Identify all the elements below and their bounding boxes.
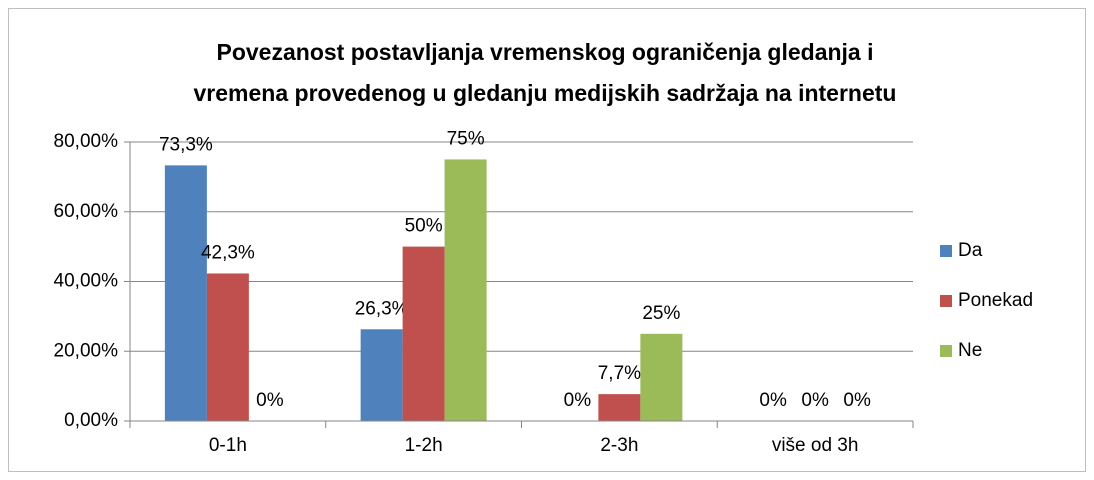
- legend-swatch: [940, 245, 952, 257]
- bar: [640, 333, 683, 421]
- data-label: 50%: [405, 216, 443, 237]
- chart-title: Povezanost postavljanja vremenskog ogran…: [217, 39, 874, 65]
- x-tick-label: 2-3h: [600, 435, 638, 456]
- bar: [444, 159, 487, 421]
- legend-label: Ponekad: [958, 290, 1033, 311]
- data-label: 0%: [256, 390, 284, 411]
- y-tick-label: 0,00%: [64, 410, 118, 431]
- bar: [360, 329, 403, 421]
- x-tick-label: 0-1h: [209, 435, 247, 456]
- legend-label: Ne: [958, 340, 982, 361]
- bar: [402, 246, 445, 421]
- x-tick-label: više od 3h: [772, 435, 859, 456]
- x-tick-label: 1-2h: [405, 435, 443, 456]
- bar: [598, 394, 641, 421]
- y-tick-label: 40,00%: [54, 271, 119, 292]
- chart-title: vremena provedenog u gledanju medijskih …: [194, 80, 897, 106]
- legend-swatch: [940, 295, 952, 307]
- data-label: 26,3%: [355, 298, 409, 319]
- data-label: 0%: [801, 390, 829, 411]
- data-label: 7,7%: [598, 363, 641, 384]
- y-tick-label: 60,00%: [54, 201, 119, 222]
- data-label: 73,3%: [159, 134, 213, 155]
- data-label: 42,3%: [201, 242, 255, 263]
- y-tick-label: 20,00%: [54, 340, 119, 361]
- data-label: 0%: [759, 390, 787, 411]
- legend-label: Da: [958, 240, 983, 261]
- y-tick-label: 80,00%: [54, 131, 119, 152]
- bar: [206, 273, 249, 421]
- data-label: 0%: [843, 390, 871, 411]
- data-label: 0%: [564, 390, 592, 411]
- bar: [164, 165, 207, 421]
- data-label: 25%: [642, 303, 680, 324]
- legend-swatch: [940, 345, 952, 357]
- data-label: 75%: [447, 128, 485, 149]
